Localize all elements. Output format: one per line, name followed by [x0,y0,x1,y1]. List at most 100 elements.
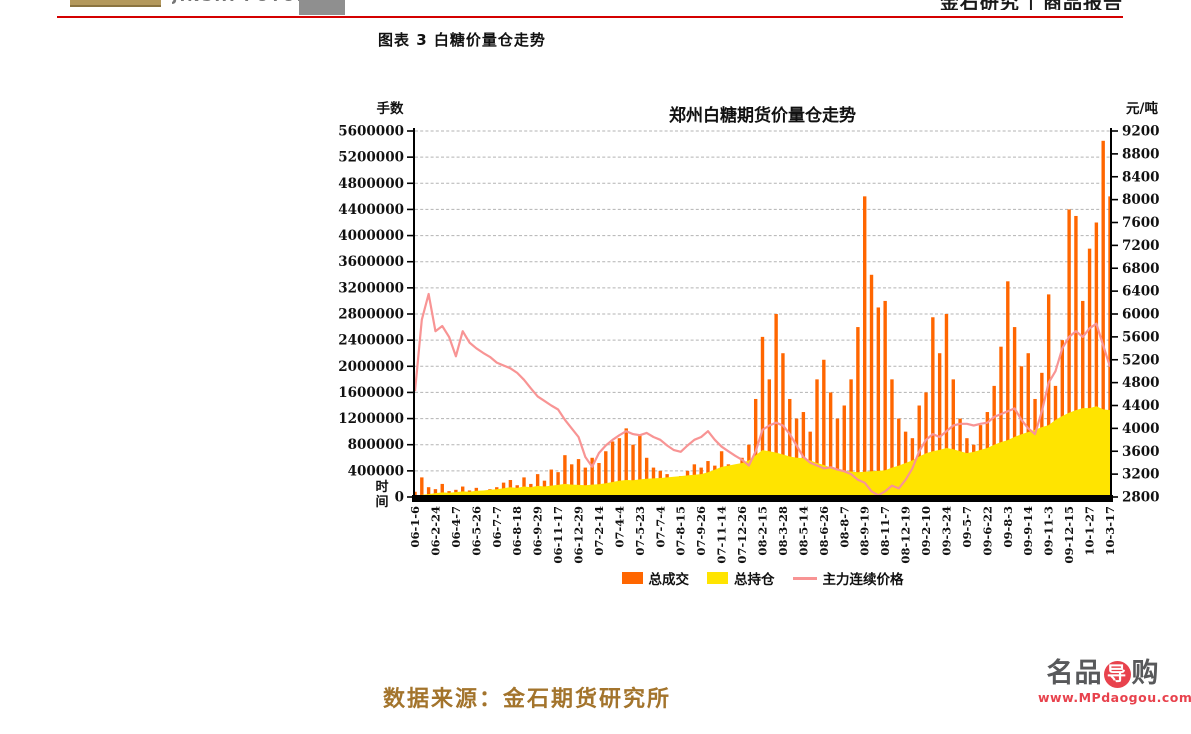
svg-text:2000000: 2000000 [338,359,404,375]
svg-text:3600: 3600 [1122,444,1160,460]
chart-legend: 总成交 总持仓 主力连续价格 [415,568,1110,588]
svg-text:07-11-14: 07-11-14 [715,506,729,564]
legend-item-open-interest: 总持仓 [707,568,775,588]
svg-text:08-3-28: 08-3-28 [776,506,790,556]
company-logo-wordmark: JINSHI FUTURES [172,0,302,8]
svg-text:08-8-7: 08-8-7 [837,506,851,548]
svg-text:06-2-24: 06-2-24 [428,506,442,556]
svg-text:5600: 5600 [1122,329,1160,345]
svg-text:4400: 4400 [1122,398,1160,414]
svg-text:10-1-27: 10-1-27 [1083,506,1097,556]
svg-text:4400000: 4400000 [338,202,404,218]
price-line [413,292,1112,497]
svg-text:0: 0 [395,490,404,506]
right-axis: 2800 3200 3600 4000 4400 4800 5200 5600 6000 6400… [1110,124,1160,506]
svg-text:09-3-24: 09-3-24 [939,506,953,556]
company-logo-mark [70,0,161,7]
svg-text:4800000: 4800000 [338,176,404,192]
mpdaogou-prefix: 名品 [1046,658,1103,689]
svg-text:7200: 7200 [1122,238,1160,254]
svg-text:06-1-6: 06-1-6 [408,506,422,548]
svg-text:5200: 5200 [1122,352,1160,368]
svg-text:09-5-7: 09-5-7 [960,506,974,548]
open-interest-area [415,406,1110,497]
header-gray-box [299,0,345,15]
mpdaogou-logo: 名品导购 www.MPdaogou.com [1038,659,1191,706]
svg-text:06-11-17: 06-11-17 [551,506,565,564]
price-volume-openinterest-chart: 0 400000 800000 1200000 1600000 2000000 240000… [330,88,1175,613]
svg-text:9200: 9200 [1122,124,1160,140]
svg-text:3600000: 3600000 [338,254,404,270]
svg-text:07-4-4: 07-4-4 [612,506,626,548]
svg-text:06-4-7: 06-4-7 [449,506,463,548]
svg-text:08-6-26: 08-6-26 [817,506,831,556]
svg-text:07-2-14: 07-2-14 [592,506,606,556]
right-axis-unit: 元/吨 [1126,100,1158,117]
svg-text:400000: 400000 [348,463,404,479]
header-right-text: 金石研究 | 商品报告 [940,0,1123,10]
header-divider-rule [57,16,1123,18]
svg-text:06-8-18: 06-8-18 [510,506,524,556]
svg-text:08-5-14: 08-5-14 [796,506,810,556]
svg-text:09-8-3: 09-8-3 [1001,506,1015,548]
x-axis-labels: 06-1-6 06-2-24 06-4-7 06-5-26 06-7-7 06-8-18 0… [408,506,1117,564]
legend-item-price: 主力连续价格 [792,568,904,588]
legend-label-volume: 总成交 [648,572,690,588]
chart-title: 郑州白糖期货价量仓走势 [669,105,856,126]
svg-text:09-12-15: 09-12-15 [1062,506,1076,564]
svg-text:1600000: 1600000 [338,385,404,401]
svg-text:5200000: 5200000 [338,150,404,166]
svg-text:2800000: 2800000 [338,307,404,323]
svg-text:09-6-22: 09-6-22 [980,506,994,556]
company-logo-text: JINSHI FUTURES [172,0,302,5]
svg-text:8000: 8000 [1122,192,1160,208]
svg-text:3200000: 3200000 [338,280,404,296]
svg-text:08-12-19: 08-12-19 [899,506,913,564]
mpdaogou-logo-chars: 名品导购 [1038,659,1168,689]
svg-text:4000000: 4000000 [338,228,404,244]
svg-text:10-3-17: 10-3-17 [1103,506,1117,556]
svg-text:06-5-26: 06-5-26 [469,506,483,556]
svg-text:4000: 4000 [1122,421,1160,437]
legend-label-price: 主力连续价格 [822,572,904,588]
sugar-chart-svg: 0 400000 800000 1200000 1600000 2000000 240000… [338,100,1160,564]
price-line-swatch [792,576,817,580]
open-interest-swatch [707,572,728,584]
svg-text:08-9-19: 08-9-19 [858,506,872,556]
svg-text:07-8-15: 07-8-15 [674,506,688,556]
left-axis-unit: 手数 [377,100,404,117]
svg-text:800000: 800000 [348,437,404,453]
x-axis-band [412,495,1113,502]
svg-text:08-11-7: 08-11-7 [878,506,892,556]
svg-text:2400000: 2400000 [338,333,404,349]
svg-text:6000: 6000 [1122,307,1160,323]
figure-caption: 图表 3 白糖价量仓走势 [378,31,546,49]
mpdaogou-suffix: 购 [1131,658,1160,689]
svg-text:09-11-3: 09-11-3 [1042,506,1056,556]
volume-swatch [621,572,643,584]
legend-label-open-interest: 总持仓 [734,572,775,588]
legend-item-volume: 总成交 [621,568,690,588]
mpdaogou-url: www.MPdaogou.com [1038,690,1191,705]
svg-text:2800: 2800 [1122,490,1160,506]
svg-text:09-9-14: 09-9-14 [1021,506,1035,556]
svg-text:07-5-23: 07-5-23 [633,506,647,556]
mpdaogou-accent-char: 导 [1103,660,1131,688]
svg-text:7600: 7600 [1122,215,1160,231]
data-source-line: 数据来源：金石期货研究所 [383,686,672,712]
svg-text:8800: 8800 [1122,146,1160,162]
x-axis-unit: 间 [375,494,388,510]
left-axis: 0 400000 800000 1200000 1600000 2000000 240000… [338,124,415,506]
svg-text:5600000: 5600000 [338,124,404,140]
svg-text:1200000: 1200000 [338,411,404,427]
svg-text:09-2-10: 09-2-10 [919,506,933,556]
svg-text:8400: 8400 [1122,169,1160,185]
header-right-text-clip: 金石研究 | 商品报告 [905,0,1125,10]
svg-text:4800: 4800 [1122,375,1160,391]
svg-text:07-12-26: 07-12-26 [735,506,749,564]
svg-text:6800: 6800 [1122,261,1160,277]
svg-text:07-9-26: 07-9-26 [694,506,708,556]
svg-text:07-7-4: 07-7-4 [653,506,667,548]
svg-text:06-9-29: 06-9-29 [531,506,545,556]
